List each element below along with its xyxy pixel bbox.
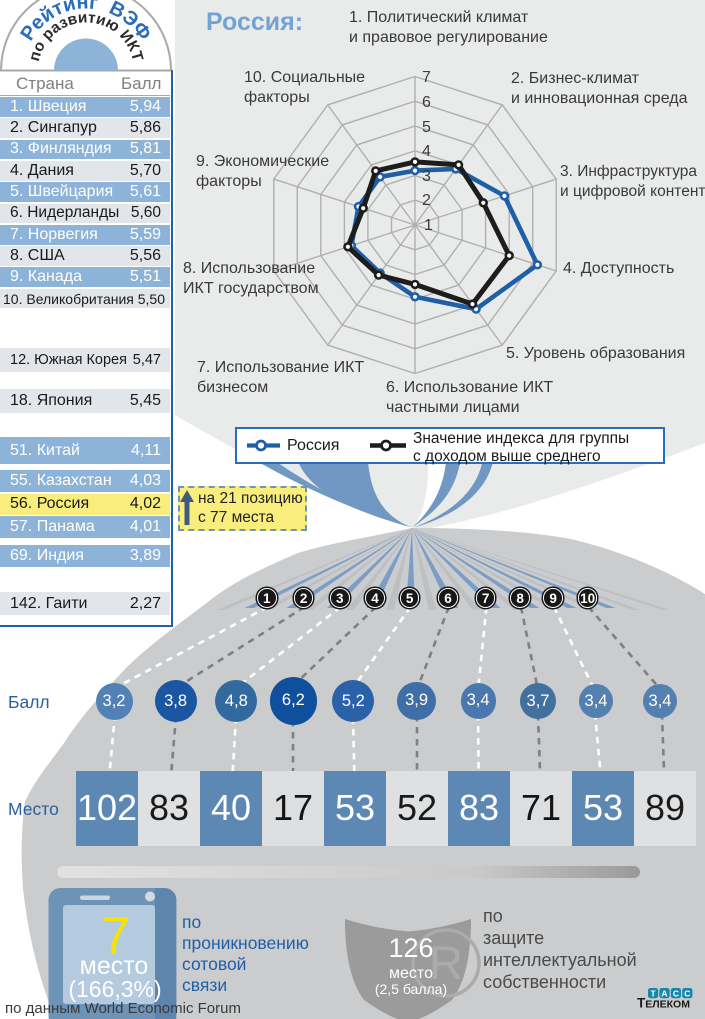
svg-text:5: 5 [422,119,431,136]
svg-text:4: 4 [422,143,431,160]
svg-text:С: С [684,988,690,998]
svg-text:3: 3 [422,168,431,185]
svg-text:А: А [661,988,667,998]
svg-text:126: 126 [388,933,433,963]
svg-text:(2,5 балла): (2,5 балла) [375,981,447,997]
svg-text:Т: Т [650,988,656,998]
svg-text:6: 6 [422,94,431,111]
svg-text:R: R [429,936,463,989]
svg-text:место: место [80,952,149,980]
svg-text:ТЕЛЕКОМ: ТЕЛЕКОМ [637,996,690,1011]
svg-text:С: С [673,988,679,998]
svg-text:1: 1 [424,217,433,234]
svg-text:7: 7 [422,69,431,86]
svg-text:2: 2 [422,192,431,209]
svg-text:(166,3%): (166,3%) [68,976,161,1002]
svg-text:место: место [389,965,433,982]
svg-text:7: 7 [102,907,131,965]
